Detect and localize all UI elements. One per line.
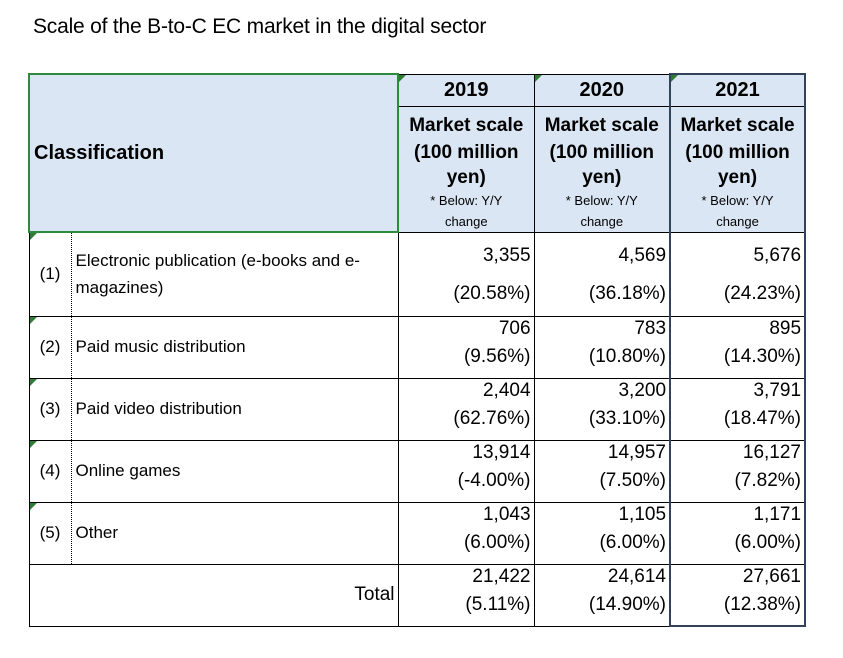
row-label: Other <box>71 501 399 565</box>
cell-marker-icon <box>29 502 37 510</box>
value-2020: 783 (10.80%) <box>533 315 671 379</box>
total-row: Total 21,422 (5.11%) 24,614 (14.90%) 27,… <box>28 563 807 627</box>
value-2019: 3,355 (20.58%) <box>397 231 535 317</box>
cell-marker-icon <box>671 75 679 82</box>
value-2019: 706 (9.56%) <box>397 315 535 379</box>
year-header-2021: 2021 <box>669 73 807 107</box>
year-header-2019: 2019 <box>397 73 535 107</box>
row-index: (1) <box>28 231 72 317</box>
cell-marker-icon <box>29 233 37 240</box>
row-index: (5) <box>28 501 72 565</box>
total-2021: 27,661 (12.38%) <box>669 563 807 627</box>
page-title: Scale of the B-to-C EC market in the dig… <box>33 15 487 38</box>
cell-marker-icon <box>29 440 37 448</box>
row-index: (2) <box>28 315 72 379</box>
classification-header: Classification <box>27 73 400 233</box>
value-2021: 16,127 (7.82%) <box>669 439 807 503</box>
cell-marker-icon <box>29 316 37 324</box>
unit-header-2019: Market scale (100 million yen) * Below: … <box>397 105 535 233</box>
table-row: (5) Other 1,043 (6.00%) 1,105 (6.00%) 1,… <box>28 501 807 565</box>
value-2020: 4,569 (36.18%) <box>533 231 671 317</box>
total-label: Total <box>28 563 399 627</box>
value-2021: 3,791 (18.47%) <box>669 377 807 441</box>
year-header-2020: 2020 <box>533 73 671 107</box>
row-label: Online games <box>71 439 399 503</box>
header-unit-row: Market scale (100 million yen) * Below: … <box>29 105 807 233</box>
row-index: (4) <box>28 439 72 503</box>
cell-marker-icon <box>29 378 37 386</box>
value-2019: 13,914 (-4.00%) <box>397 439 535 503</box>
row-label: Paid video distribution <box>71 377 399 441</box>
value-2020: 14,957 (7.50%) <box>533 439 671 503</box>
cell-marker-icon <box>534 74 542 82</box>
value-2019: 1,043 (6.00%) <box>397 501 535 565</box>
market-table: Classification 2019 2020 2021 Market sca… <box>27 73 807 627</box>
unit-header-2020: Market scale (100 million yen) * Below: … <box>533 105 671 233</box>
row-index: (3) <box>28 377 72 441</box>
row-label: Paid music distribution <box>71 315 399 379</box>
value-2021: 5,676 (24.23%) <box>669 231 807 317</box>
table-row: (2) Paid music distribution 706 (9.56%) … <box>28 315 807 379</box>
value-2019: 2,404 (62.76%) <box>397 377 535 441</box>
header-year-row: Classification 2019 2020 2021 <box>27 73 807 233</box>
unit-header-2021: Market scale (100 million yen) * Below: … <box>669 105 807 233</box>
total-2019: 21,422 (5.11%) <box>397 563 535 627</box>
value-2021: 1,171 (6.00%) <box>669 501 807 565</box>
table-row: (4) Online games 13,914 (-4.00%) 14,957 … <box>28 439 807 503</box>
value-2021: 895 (14.30%) <box>669 315 807 379</box>
cell-marker-icon <box>399 74 407 82</box>
value-2020: 1,105 (6.00%) <box>533 501 671 565</box>
classification-label: Classification <box>34 141 165 164</box>
table-row: (3) Paid video distribution 2,404 (62.76… <box>28 377 807 441</box>
total-2020: 24,614 (14.90%) <box>533 563 671 627</box>
row-label: Electronic publication (e-books and e-ma… <box>71 231 399 317</box>
table-row: (1) Electronic publication (e-books and … <box>28 231 807 317</box>
value-2020: 3,200 (33.10%) <box>533 377 671 441</box>
